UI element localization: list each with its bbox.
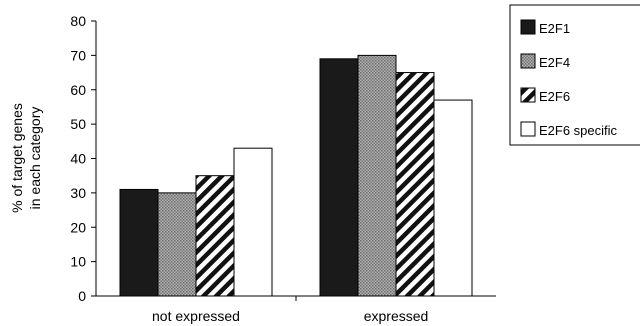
legend-label: E2F4 <box>539 55 570 70</box>
category-label: expressed <box>364 308 429 324</box>
y-tick-label: 60 <box>70 82 86 98</box>
y-tick-label: 70 <box>70 47 86 63</box>
legend-label: E2F1 <box>539 21 570 36</box>
bars <box>119 54 473 297</box>
y-tick-label: 40 <box>70 151 86 167</box>
bar-e2f4-not-expressed <box>157 192 197 297</box>
bar-e2f4-expressed <box>357 54 397 297</box>
legend-label: E2F6 specific <box>539 123 618 138</box>
category-label: not expressed <box>152 308 240 324</box>
category-labels: not expressed expressed <box>152 308 428 324</box>
bar-e2f1-not-expressed <box>119 188 159 297</box>
bar-e2f1-expressed <box>319 58 359 297</box>
y-tick-label: 0 <box>78 288 86 304</box>
bar-e2f6-specific-expressed <box>433 99 473 297</box>
y-tick-label: 50 <box>70 116 86 132</box>
legend-swatch <box>520 19 536 35</box>
y-axis-ticks: 0 10 20 30 40 50 60 70 80 <box>70 13 96 304</box>
legend: E2F1 E2F4 E2F6 E2F6 specific <box>509 4 640 146</box>
bar-e2f6-not-expressed <box>195 175 235 297</box>
legend-label: E2F6 <box>539 89 570 104</box>
bar-e2f6-expressed <box>395 72 435 297</box>
y-axis-title-line-2: in each category <box>27 107 43 210</box>
y-axis-title-line-1: % of target genes <box>9 103 25 213</box>
axes <box>95 21 496 301</box>
y-tick-label: 80 <box>70 13 86 29</box>
y-tick-label: 20 <box>70 219 86 235</box>
legend-swatch <box>520 121 536 137</box>
legend-swatch <box>520 53 536 69</box>
y-axis-title: % of target genes in each category <box>9 103 43 213</box>
legend-swatch <box>520 87 536 103</box>
y-tick-label: 10 <box>70 254 86 270</box>
bar-e2f6-specific-not-expressed <box>233 147 273 297</box>
y-tick-label: 30 <box>70 185 86 201</box>
